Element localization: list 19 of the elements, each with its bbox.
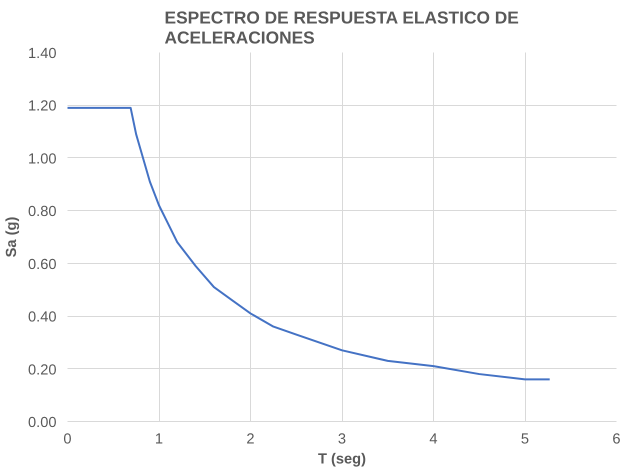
y-tick-label: 1.20 [28, 98, 57, 115]
y-tick-label: 0.00 [28, 415, 57, 431]
chart-title: ESPECTRO DE RESPUESTA ELASTICO DE ACELERACIONES [164, 8, 519, 48]
x-tick-label: 2 [246, 432, 255, 448]
x-tick-label: 4 [429, 432, 438, 448]
x-tick-label: 5 [520, 432, 530, 448]
y-tick-label: 0.60 [28, 256, 57, 273]
line-series [68, 106, 551, 380]
y-tick-label: 1.40 [28, 46, 57, 62]
y-tick-label: 0.20 [28, 362, 57, 378]
x-tick-label: 1 [154, 432, 164, 448]
x-axis-title: T (seg) [318, 452, 366, 468]
x-tick-label: 0 [63, 432, 72, 448]
y-axis-title: Sa (g) [4, 216, 20, 258]
y-tick-label: 0.40 [28, 310, 57, 326]
x-tick-label: 6 [612, 432, 621, 448]
y-tick-label: 1.00 [28, 151, 57, 168]
y-tick-label: 0.80 [28, 204, 57, 220]
x-tick-label: 3 [338, 432, 346, 448]
